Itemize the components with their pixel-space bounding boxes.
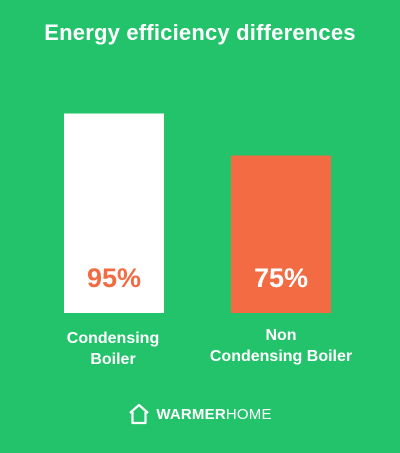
brand-wordmark: WARMERHOME [156,406,271,423]
category-label-non-condensing: Non Condensing Boiler [196,325,366,367]
category-label-line: Boiler [90,351,136,368]
bar-condensing [64,113,164,313]
category-label-line: Condensing Boiler [209,348,353,365]
house-icon [129,403,150,425]
category-label-condensing: Condensing Boiler [28,328,198,370]
category-label-line: Non [265,327,297,344]
brand-wordmark-bold: WARMER [156,405,226,423]
chart-title: Energy efficiency differences [44,20,356,45]
category-label-line: Condensing [66,330,160,347]
brand-wordmark-light: HOME [225,405,272,423]
bar-value-label: 95% [87,263,141,293]
bar-non-condensing [231,155,331,313]
bar-value-label: 75% [254,263,308,293]
brand-logo: WARMERHOME [0,403,400,425]
